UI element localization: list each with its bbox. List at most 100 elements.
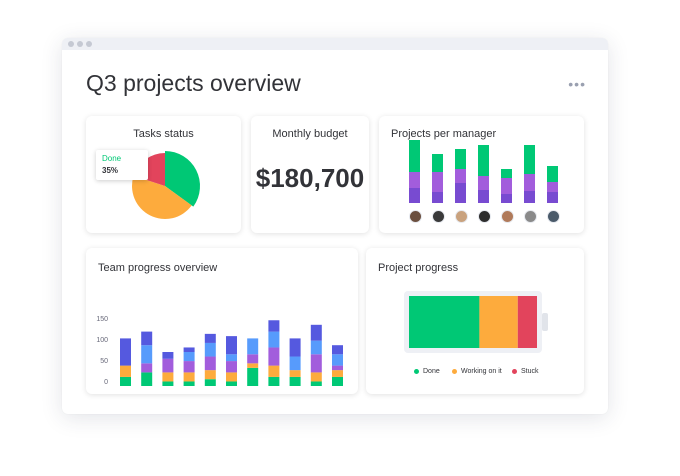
progress-seg-done [409, 296, 480, 348]
manager-bar-4-seg-3 [478, 190, 489, 203]
team-bar-4-seg-5 [183, 347, 195, 352]
team-bar-7-seg-2 [247, 363, 259, 368]
team-bar-5-seg-2 [204, 370, 216, 380]
manager-bar-5-seg-1 [501, 169, 512, 178]
projects-per-manager-chart [409, 140, 558, 203]
avatar-7[interactable] [547, 210, 560, 223]
dashboard-window: Q3 projects overview ••• Tasks status Do… [62, 38, 608, 414]
manager-bar-7-seg-1 [547, 166, 558, 182]
legend-dot-stuck [512, 368, 517, 374]
team-bar-11-seg-4 [332, 354, 343, 366]
window-dot-3[interactable] [86, 41, 92, 47]
team-bar-3-seg-1 [162, 381, 174, 386]
progress-seg-working-on-it [479, 296, 518, 348]
projects-per-manager-title: Projects per manager [391, 128, 497, 140]
team-bar-4-seg-2 [183, 372, 195, 382]
tooltip-label: Done [102, 154, 122, 163]
team-bar-8-seg-3 [268, 347, 280, 366]
avatar-4[interactable] [478, 210, 491, 223]
monthly-budget-card: Monthly budget $180,700 [251, 116, 369, 233]
team-bar-2-seg-4 [141, 345, 153, 364]
legend-dot-done [414, 368, 419, 374]
team-bar-8-seg-1 [268, 376, 280, 386]
tooltip-value: 35% [102, 166, 119, 175]
manager-bar-3-seg-1 [455, 149, 466, 169]
team-bar-6-seg-3 [226, 361, 237, 373]
team-bar-11-seg-1 [332, 376, 343, 386]
team-bar-6-seg-4 [226, 354, 237, 362]
team-bar-5-seg-1 [204, 379, 216, 386]
y-tick-0: 0 [104, 379, 108, 386]
progress-seg-stuck [517, 296, 537, 348]
projects-per-manager-card: Projects per manager [379, 116, 584, 233]
avatar-6[interactable] [524, 210, 537, 223]
legend-dot-working [452, 368, 457, 374]
team-bar-5-seg-4 [204, 342, 216, 357]
team-bar-10-seg-1 [310, 381, 322, 386]
more-options-icon[interactable]: ••• [568, 76, 586, 92]
team-bar-5-seg-5 [204, 333, 216, 343]
tasks-status-card: Tasks status Done 35% [86, 116, 241, 233]
team-bar-4-seg-3 [183, 361, 195, 373]
manager-bar-4-seg-2 [478, 176, 489, 190]
window-dot-1[interactable] [68, 41, 74, 47]
team-bar-3-seg-3 [162, 358, 174, 373]
y-tick-150: 150 [96, 316, 108, 323]
team-bar-10-seg-3 [310, 354, 322, 373]
team-bar-11-seg-5 [332, 345, 343, 355]
manager-bar-6-seg-3 [524, 191, 535, 203]
monthly-budget-title: Monthly budget [272, 128, 348, 140]
avatar-5[interactable] [501, 210, 514, 223]
manager-bar-2-seg-2 [432, 172, 443, 192]
team-bar-1-seg-2 [120, 365, 131, 377]
manager-bar-3-seg-3 [455, 183, 466, 203]
manager-bar-1-seg-1 [409, 140, 420, 172]
tasks-status-title: Tasks status [133, 128, 194, 140]
avatar-2[interactable] [432, 210, 445, 223]
team-bar-4-seg-1 [183, 381, 195, 386]
avatar-3[interactable] [455, 210, 468, 223]
team-bar-2-seg-3 [141, 363, 153, 373]
pie-slice-done[interactable] [165, 151, 200, 207]
y-tick-100: 100 [96, 337, 108, 344]
team-progress-chart: 150 100 50 0 [96, 316, 343, 386]
page-title: Q3 projects overview [86, 70, 301, 96]
team-bar-11-seg-3 [332, 365, 343, 371]
y-tick-50: 50 [100, 358, 108, 365]
window-dot-2[interactable] [77, 41, 83, 47]
legend-working: Working on it [452, 368, 502, 375]
team-bar-6-seg-1 [226, 381, 237, 386]
manager-bar-5-seg-3 [501, 194, 512, 203]
team-bar-8-seg-5 [268, 320, 280, 332]
monthly-budget-value: $180,700 [255, 163, 365, 193]
team-bar-9-seg-2 [289, 370, 301, 377]
team-bar-9-seg-5 [289, 338, 301, 357]
pie-tooltip: Done 35% [96, 150, 148, 180]
team-bar-6-seg-5 [226, 336, 237, 355]
manager-bar-3-seg-2 [455, 169, 466, 183]
team-bar-1-seg-1 [120, 376, 131, 386]
project-progress-card: Project progress Done Working on it Stuc… [366, 248, 584, 394]
team-bar-11-seg-2 [332, 370, 343, 377]
manager-bar-2-seg-1 [432, 154, 443, 172]
team-bar-10-seg-5 [310, 324, 322, 341]
battery-tip [542, 313, 548, 331]
legend-done: Done [414, 368, 440, 375]
team-bar-3-seg-5 [162, 352, 174, 359]
team-bar-4-seg-4 [183, 352, 195, 362]
tasks-status-pie [132, 151, 200, 220]
project-progress-chart [404, 291, 548, 353]
manager-bar-5-seg-2 [501, 178, 512, 194]
manager-bar-4-seg-1 [478, 145, 489, 176]
team-progress-title: Team progress overview [98, 262, 218, 274]
manager-bar-6-seg-2 [524, 174, 535, 191]
manager-bar-1-seg-2 [409, 172, 420, 188]
team-bar-6-seg-2 [226, 372, 237, 382]
pie-slice-working-on-it[interactable] [132, 175, 192, 220]
legend-stuck: Stuck [512, 368, 539, 375]
team-bar-1-seg-5 [120, 338, 131, 366]
team-bar-2-seg-5 [141, 331, 153, 346]
manager-bar-2-seg-3 [432, 192, 443, 203]
team-bar-9-seg-1 [289, 376, 301, 386]
avatar-1[interactable] [409, 210, 422, 223]
